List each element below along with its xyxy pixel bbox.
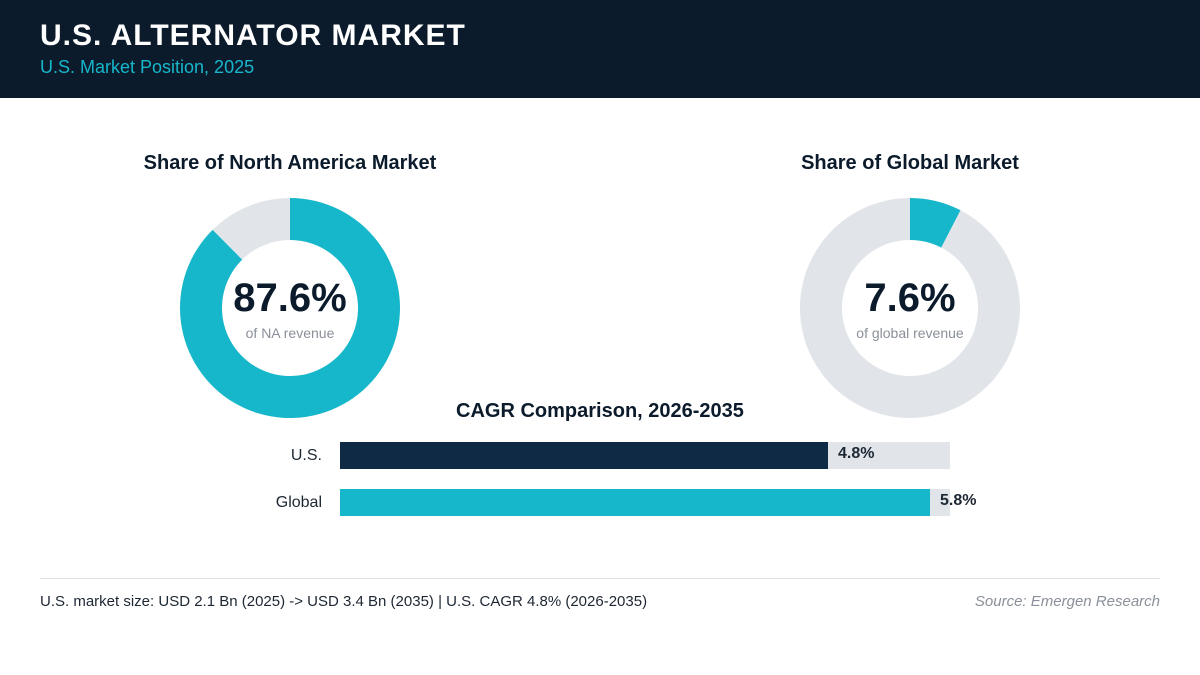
global-donut-svg — [800, 198, 1020, 418]
global-donut-value: 7.6% — [864, 276, 956, 320]
global-donut-caption: of global revenue — [856, 325, 964, 341]
donut-slice-remainder — [212, 198, 290, 260]
footer-divider — [40, 578, 1160, 579]
cagr-bar-row-global: Global 5.8% — [200, 489, 976, 517]
footer-note: U.S. market size: USD 2.1 Bn (2025) -> U… — [40, 593, 648, 610]
na-donut-caption: of NA revenue — [245, 325, 335, 341]
cagr-bar-global — [340, 489, 930, 516]
cagr-chart-title: CAGR Comparison, 2026-2035 — [456, 400, 744, 422]
page-subtitle: U.S. Market Position, 2025 — [40, 57, 255, 77]
cagr-bar-us — [340, 442, 828, 469]
cagr-bar-value-global: 5.8% — [940, 492, 977, 509]
cagr-bar-row-us: U.S. 4.8% — [200, 442, 960, 470]
donut-slice-share — [910, 198, 961, 248]
na-donut-svg — [179, 198, 400, 418]
donut-slice-remainder — [800, 198, 1020, 418]
header-banner: U.S. ALTERNATOR MARKET U.S. Market Posit… — [0, 0, 1200, 98]
cagr-bar-track-us: 4.8% — [340, 442, 950, 469]
na-donut-title: Share of North America Market — [143, 152, 437, 174]
global-donut-title: Share of Global Market — [801, 152, 1019, 174]
cagr-bar-label-us: U.S. — [290, 447, 322, 464]
cagr-bar-value-us: 4.8% — [838, 445, 875, 462]
na-donut-value: 87.6% — [233, 276, 347, 320]
global-share-donut-chart: Share of Global Market 7.6% of global re… — [750, 150, 1070, 420]
page-title: U.S. ALTERNATOR MARKET — [40, 19, 466, 52]
donut-slice-share — [179, 198, 400, 418]
na-share-donut-chart: Share of North America Market 87.6% of N… — [130, 150, 450, 420]
cagr-bar-track-global: 5.8% — [340, 489, 976, 516]
cagr-bar-label-global: Global — [275, 494, 322, 511]
source-credit: Source: Emergen Research — [974, 593, 1160, 610]
